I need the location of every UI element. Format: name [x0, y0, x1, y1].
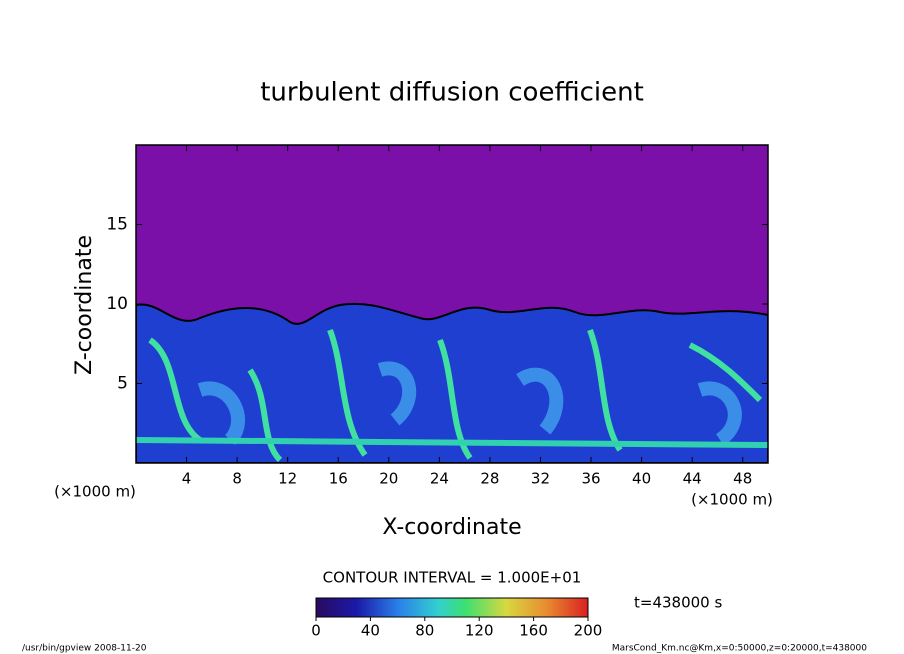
y-tick-label: 10	[106, 294, 128, 314]
chart-title: turbulent diffusion coefficient	[260, 78, 644, 108]
x-tick-label: 4	[182, 470, 192, 488]
y-tick-label: 5	[117, 374, 128, 394]
x-unit-label: (×1000 m)	[691, 491, 773, 509]
colorbar	[315, 597, 589, 618]
y-tick-label: 15	[106, 215, 128, 235]
colorbar-tick-label: 40	[361, 622, 380, 640]
time-label: t=438000 s	[634, 594, 722, 612]
x-tick-label: 40	[632, 470, 651, 488]
x-tick-label: 36	[581, 470, 600, 488]
x-axis-label: X-coordinate	[382, 515, 521, 540]
footer-right: MarsCond_Km.nc@Km,x=0:50000,z=0:20000,t=…	[612, 644, 867, 654]
x-tick-label: 32	[531, 470, 550, 488]
colorbar-tick-label: 120	[465, 622, 494, 640]
x-tick-label: 16	[329, 470, 348, 488]
x-tick-label: 12	[278, 470, 297, 488]
colorbar-tick-label: 80	[415, 622, 434, 640]
contour-interval: CONTOUR INTERVAL = 1.000E+01	[323, 569, 582, 587]
footer-left: /usr/bin/gpview 2008-11-20	[22, 644, 147, 654]
colorbar-tick-label: 0	[311, 622, 321, 640]
x-tick-label: 28	[480, 470, 499, 488]
y-axis-label: Z-coordinate	[72, 235, 97, 375]
colorbar-tick-label: 160	[519, 622, 548, 640]
x-tick-label: 8	[232, 470, 242, 488]
x-tick-label: 24	[430, 470, 449, 488]
contour-field	[136, 145, 768, 463]
x-tick-label: 48	[733, 470, 752, 488]
x-tick-label: 44	[683, 470, 702, 488]
colorbar-tick-label: 200	[574, 622, 603, 640]
x-unit-label: (×1000 m)	[54, 483, 136, 501]
x-tick-label: 20	[379, 470, 398, 488]
